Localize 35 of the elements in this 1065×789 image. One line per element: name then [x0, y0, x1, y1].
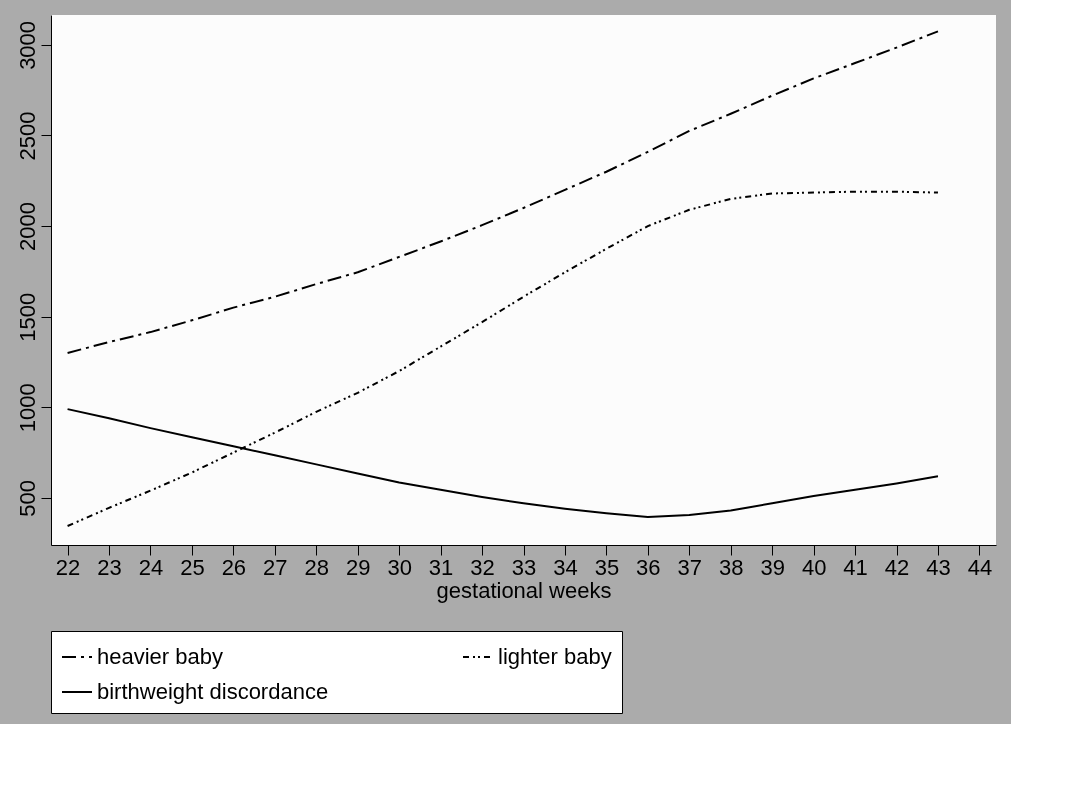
- x-tick-label: 37: [677, 554, 703, 580]
- x-tick-label: 33: [511, 554, 537, 580]
- line-series: [66, 190, 939, 527]
- x-tick-label: 29: [345, 554, 371, 580]
- x-tick-label: 30: [387, 554, 412, 580]
- y-tick-label: 3000: [14, 20, 40, 70]
- y-tick-label: 2500: [14, 111, 40, 161]
- x-tick-label: 36: [636, 554, 661, 580]
- x-tick-label: 41: [843, 554, 868, 580]
- y-tick-label: 1000: [14, 383, 40, 433]
- legend-label: birthweight discordance: [97, 679, 329, 704]
- x-tick-label: 32: [470, 554, 495, 580]
- x-tick-label: 39: [760, 554, 785, 580]
- legend-label: heavier baby: [97, 644, 223, 669]
- x-tick-label: 22: [55, 554, 81, 580]
- x-tick-label: 24: [138, 554, 164, 580]
- x-tick-label: 23: [97, 554, 122, 580]
- x-tick-label: 31: [428, 554, 454, 580]
- x-tick-label: 35: [594, 554, 620, 580]
- y-tick-label: 1500: [14, 292, 40, 342]
- line-series: [66, 30, 939, 354]
- x-tick-label: 44: [967, 554, 993, 580]
- x-tick-label: 42: [884, 554, 910, 580]
- y-tick-label: 500: [14, 480, 40, 517]
- x-tick-label: 40: [801, 554, 827, 580]
- legend-label: lighter baby: [498, 644, 612, 669]
- x-tick-label: 26: [221, 554, 247, 580]
- x-tick-label: 34: [553, 554, 578, 580]
- x-tick-label: 43: [926, 554, 951, 580]
- x-axis-title: gestational weeks: [436, 577, 612, 603]
- x-tick-label: 27: [263, 554, 288, 580]
- x-tick-label: 38: [718, 554, 744, 580]
- x-tick-label: 25: [180, 554, 205, 580]
- x-tick-label: 28: [304, 554, 330, 580]
- y-tick-label: 2000: [14, 202, 40, 252]
